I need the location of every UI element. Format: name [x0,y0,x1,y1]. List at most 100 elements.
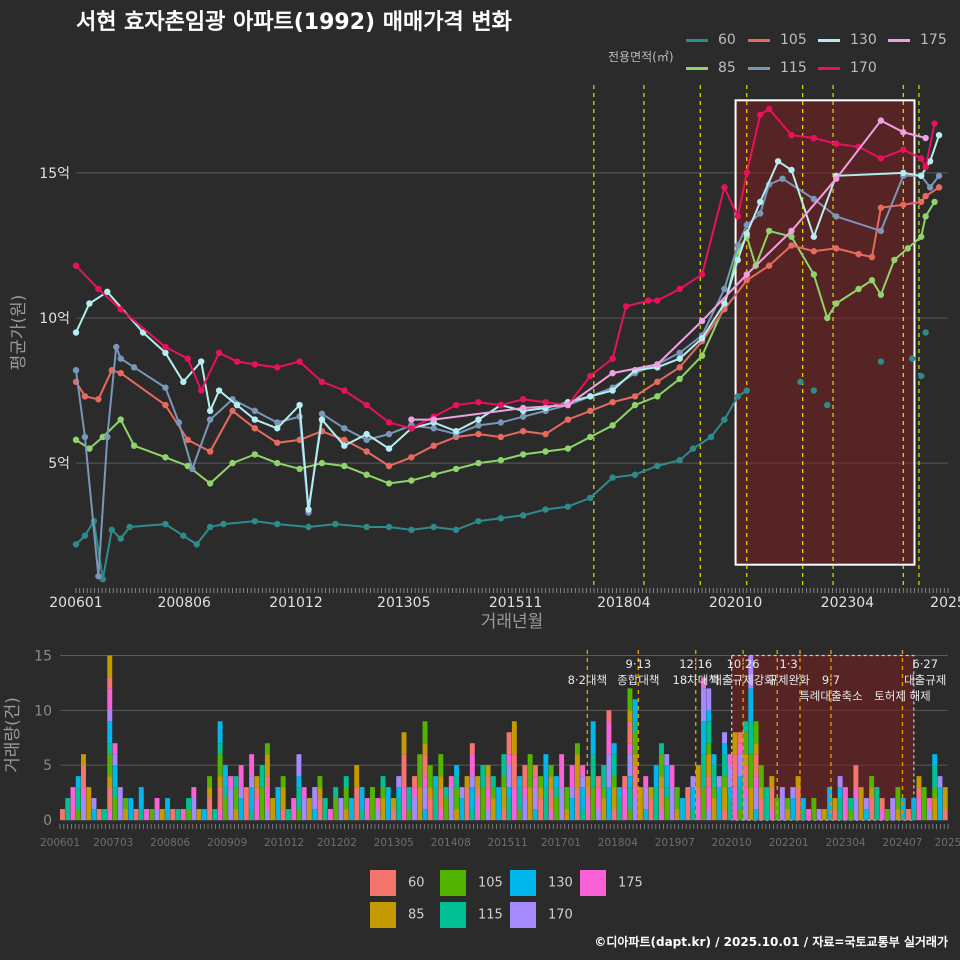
data-point [797,378,804,386]
data-point [622,303,630,310]
volume-bar [370,787,375,820]
legend-label: 170 [850,60,877,76]
data-point [922,213,929,220]
data-point [765,262,773,269]
volume-bar [701,754,706,788]
volume-bar [270,798,276,820]
volume-bar [664,787,670,799]
volume-bar [627,743,633,755]
data-point [318,459,326,467]
data-point [81,393,89,400]
data-point [130,364,138,371]
volume-bar [438,787,444,810]
data-point [877,155,885,162]
x-tick-label: 2025 [935,837,960,849]
volume-bar [722,787,727,810]
data-point [707,433,715,441]
policy-annotation: 18차대책 [673,673,719,687]
legend-swatch [440,870,466,896]
data-point [542,430,549,438]
volume-bar [574,787,580,820]
data-point [609,422,616,429]
data-point [385,430,393,438]
data-point [363,401,370,409]
data-point [564,401,572,409]
volume-bar [264,754,270,777]
legend-swatch [370,902,396,928]
volume-bar [417,754,423,788]
data-point [743,169,750,177]
volume-bar [911,809,917,820]
data-point [206,480,214,487]
volume-bar [412,787,417,799]
volume-bar [401,754,407,788]
data-point [743,271,750,278]
legend-label: 130 [548,875,573,891]
legend-swatch [370,870,396,896]
x-tick-label: 201701 [541,837,581,849]
volume-bar [527,754,533,788]
legend-item-115: 115 [748,60,807,76]
volume-bar [438,776,444,788]
volume-bar [264,787,270,810]
data-point [631,393,639,400]
volume-bar [133,809,139,820]
volume-bar [517,787,523,810]
x-tick-label: 202407 [882,837,922,849]
volume-bar [348,798,354,820]
x-tick-label: 201305 [377,595,430,611]
data-point [743,387,750,394]
volume-bar [737,743,743,755]
data-point [698,271,706,278]
volume-bar [800,798,806,810]
data-point [184,436,191,444]
volume-bar [207,776,213,788]
volume-bar [685,787,691,820]
volume-bar [60,809,65,820]
volume-bar [485,809,491,820]
volume-bar [743,798,749,820]
volume-bar [727,754,733,766]
volume-bar [343,776,349,788]
volume-bar [937,776,943,788]
volume-bar [128,798,134,820]
data-point [824,314,831,322]
data-point [810,134,818,142]
data-point [363,436,370,444]
data-point [519,451,527,458]
data-point [779,175,786,182]
data-point [689,445,697,452]
x-tick-label: 201012 [264,837,304,849]
volume-bar [401,787,407,820]
data-point [475,517,482,525]
policy-annotation: 종합대책 [617,673,659,687]
volume-bar [259,787,265,820]
data-point [318,410,326,417]
volume-bar [790,798,796,820]
volume-bar [238,787,244,799]
data-point [917,233,925,240]
y-tick-label: 5억 [48,456,70,472]
data-point [676,375,683,383]
volume-bar [659,787,664,810]
volume-bar [690,776,696,788]
volume-bar [580,776,586,788]
volume-bar [701,721,706,755]
data-point [408,526,415,534]
volume-bar [574,754,580,788]
data-point [475,416,482,423]
volume-bar [643,809,649,820]
data-point [519,512,527,519]
volume-bar [170,809,176,820]
volume-bar [396,776,402,788]
volume-bar [469,787,475,810]
volume-bar [301,787,307,799]
volume-bar [75,809,81,820]
series-85 [72,198,938,487]
data-point [363,448,370,455]
volume-bar [774,798,780,820]
data-point [251,517,259,525]
volume-bar [632,721,638,733]
data-point [233,401,241,409]
page-title: 서현 효자촌임광 아파트(1992) 매매가격 변화 [76,10,512,35]
